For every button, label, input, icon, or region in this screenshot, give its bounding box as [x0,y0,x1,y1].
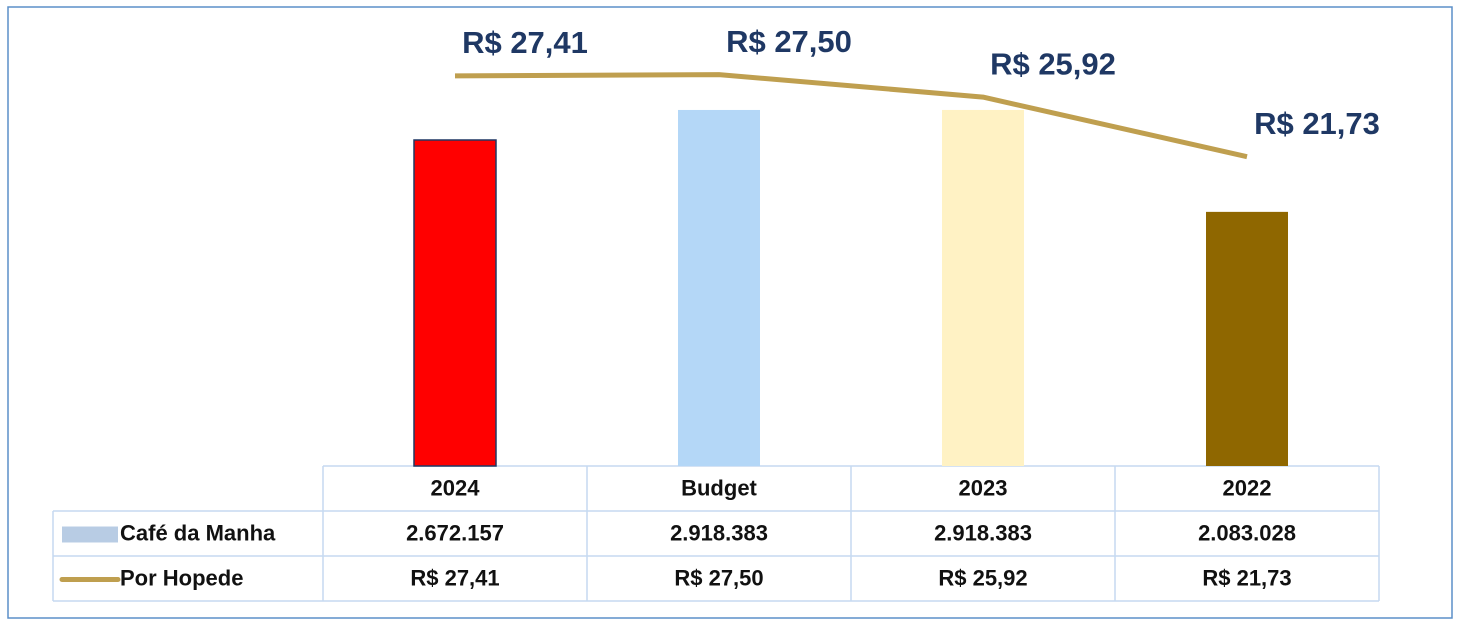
data-label: R$ 21,73 [1254,106,1380,141]
bar [942,109,1024,466]
category-label: 2024 [431,475,481,500]
data-label: R$ 27,41 [462,25,588,60]
legend-label: Café da Manha [120,520,276,545]
table-value: R$ 27,41 [410,565,499,590]
table-value: 2.672.157 [406,520,504,545]
category-label: 2022 [1223,475,1272,500]
table-value: R$ 27,50 [674,565,763,590]
line [454,72,1248,160]
bar [678,109,760,466]
legend-label: Por Hopede [120,565,243,590]
table-value: 2.083.028 [1198,520,1296,545]
table-value: 2.918.383 [670,520,768,545]
data-label: R$ 25,92 [990,46,1116,81]
data-label: R$ 27,50 [726,24,852,59]
table-value: R$ 25,92 [938,565,1027,590]
category-label: Budget [681,475,757,500]
table-value: 2.918.383 [934,520,1032,545]
legend-swatch [62,526,118,543]
table-value: R$ 21,73 [1202,565,1291,590]
bar [1206,211,1288,466]
category-label: 2023 [959,475,1008,500]
bar [413,139,497,467]
